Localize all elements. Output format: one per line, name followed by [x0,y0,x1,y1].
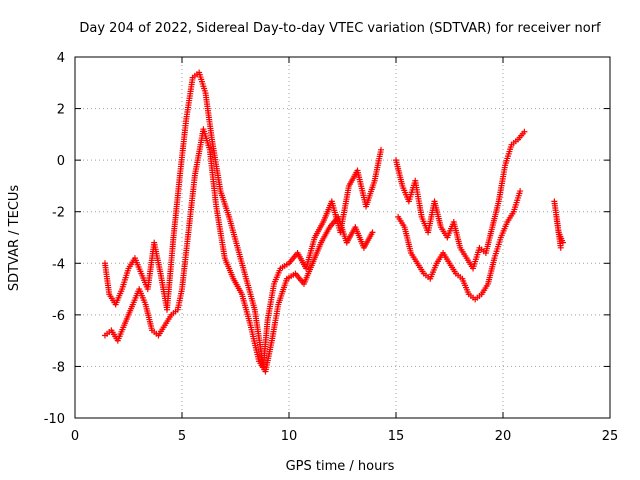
x-tick-label: 15 [388,429,405,444]
chart-title: Day 204 of 2022, Sidereal Day-to-day VTE… [79,21,601,36]
y-tick-label: -10 [44,412,65,427]
y-tick-label: 0 [57,154,65,169]
x-axis-label: GPS time / hours [286,459,395,474]
y-tick-label: -6 [52,309,65,324]
x-tick-label: 10 [281,429,298,444]
data-point [378,146,385,153]
data-point [521,128,528,135]
x-tick-label: 5 [178,429,186,444]
y-tick-label: 2 [57,103,65,118]
data-point [517,188,524,195]
data-point [369,229,376,236]
data-point [557,244,564,251]
y-tick-label: -4 [52,257,65,272]
x-tick-label: 20 [495,429,512,444]
plot-frame [74,56,611,419]
y-axis-label: SDTVAR / TECUs [7,185,22,292]
y-tick-label: -8 [52,360,65,375]
grid-lines [75,57,610,418]
y-tick-label: 4 [57,51,65,66]
y-tick-label: -2 [52,206,65,221]
data-points [101,69,566,375]
x-tick-label: 25 [602,429,619,444]
x-tick-label: 0 [71,429,79,444]
